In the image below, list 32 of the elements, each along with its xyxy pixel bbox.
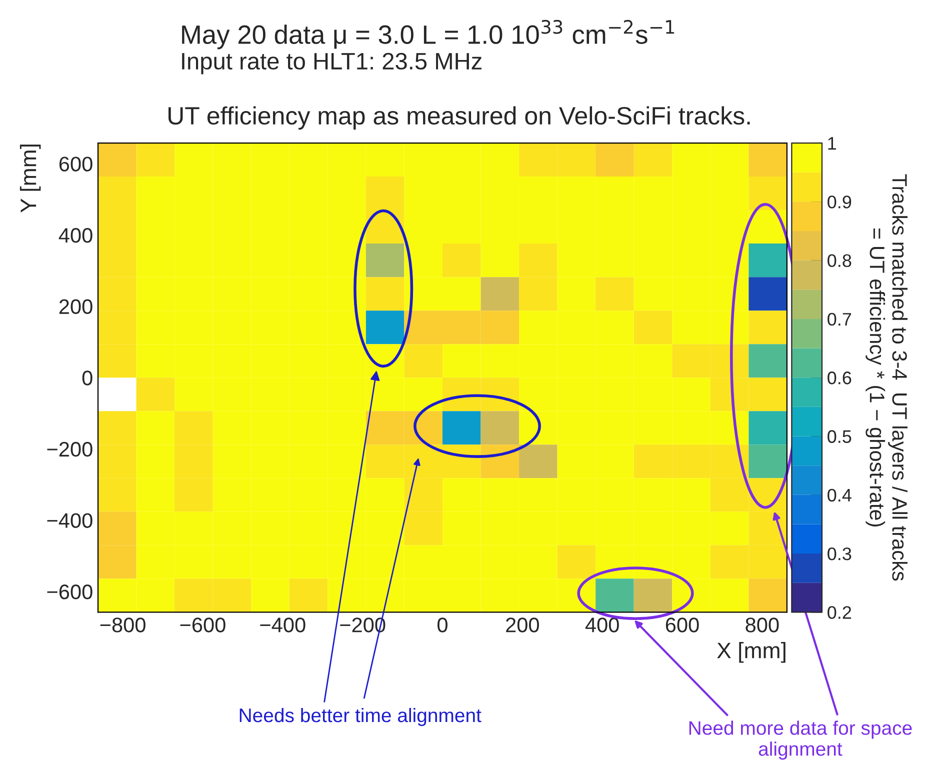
y-tick-label: −600 — [47, 584, 92, 600]
x-tick-label: −800 — [100, 618, 146, 632]
color-bar-label: 0.4 — [828, 488, 852, 502]
chart-subtitle: Input rate to HLT1: 23.5 MHz — [182, 52, 482, 74]
chart-title: May 20 data μ = 3.0 L = 1.0 10$^{33}$ cm$^{−2}$s$^{−1}$ — [182, 20, 674, 50]
color-bar-label: 0.8 — [828, 254, 852, 268]
y-axis-title: Y [mm] — [20, 144, 41, 213]
color-bar-label: 0.3 — [828, 547, 852, 560]
color-bar-label: 0.7 — [828, 312, 852, 326]
x-tick-label: −600 — [180, 618, 226, 632]
color-bar-label: 0.6 — [828, 372, 852, 384]
x-tick-label: 800 — [746, 618, 779, 632]
color-bar-label: 0.9 — [828, 196, 852, 208]
text: Needs better time alignment — [240, 708, 482, 726]
y-tick-label: −400 — [47, 513, 92, 528]
y-tick-label: −200 — [47, 442, 92, 457]
x-tick-label: −400 — [260, 618, 306, 632]
x-tick-label: 0 — [438, 618, 448, 632]
x-tick-label: 400 — [585, 618, 619, 632]
text: UT efficiency map as measured on Velo-SciFi tracks. — [168, 106, 750, 130]
text: Need more data for space alignment — [689, 720, 912, 760]
y-tick-label: 400 — [58, 228, 92, 243]
color-bar-label: 1 — [828, 137, 836, 150]
x-axis-title: X [mm] — [717, 642, 786, 663]
x-tick-label: 600 — [666, 618, 699, 632]
color-bar-title: Tracks matched to 3-4 UT layers / All tracks = UT efficiency * (1 − ghost-rate) — [866, 174, 908, 581]
y-tick-label: 200 — [59, 299, 92, 314]
color-bar-label: 0.5 — [828, 430, 852, 443]
x-tick-label: 200 — [506, 618, 539, 632]
color-bar-label: 0.2 — [828, 606, 852, 619]
y-tick-label: 0 — [82, 370, 92, 386]
y-tick-label: 600 — [59, 156, 92, 172]
